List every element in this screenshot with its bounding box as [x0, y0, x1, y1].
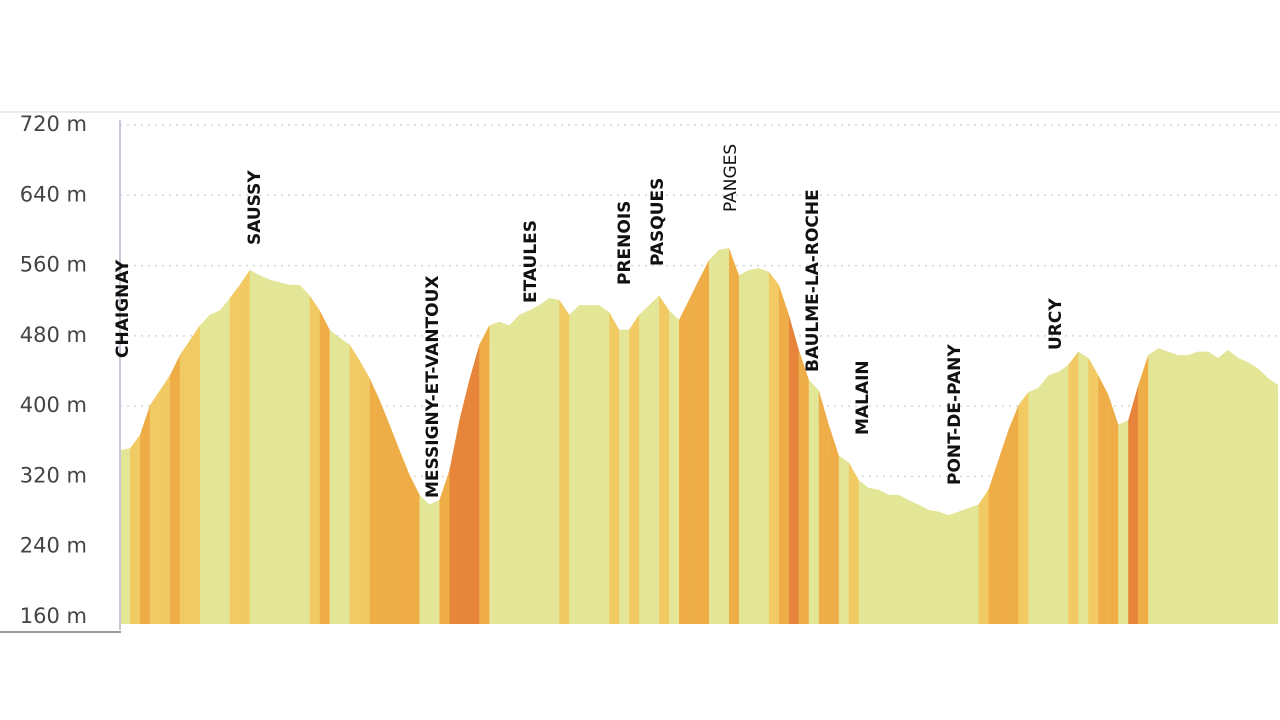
slope-segment — [189, 325, 200, 624]
slope-segment — [848, 462, 859, 624]
village-label: SAUSSY — [245, 170, 265, 245]
slope-segment — [409, 474, 420, 624]
slope-segment — [169, 355, 180, 624]
y-tick-label: 480 m — [20, 323, 87, 347]
y-tick-label: 240 m — [20, 534, 87, 558]
slope-segment — [129, 435, 140, 624]
slope-segment — [1098, 375, 1109, 624]
slope-segment — [728, 248, 739, 624]
village-label: BAULME-LA-ROCHE — [803, 189, 823, 372]
y-tick-label: 720 m — [20, 112, 87, 136]
slope-segment — [369, 378, 380, 624]
y-tick-label: 560 m — [20, 253, 87, 277]
slope-segment — [818, 390, 829, 624]
slope-segment — [359, 360, 370, 624]
village-label: PANGES — [721, 144, 741, 212]
village-label: URCY — [1046, 298, 1066, 350]
slope-segment — [629, 314, 640, 624]
slope-segment — [768, 271, 779, 624]
slope-segment — [679, 299, 690, 624]
slope-segment — [389, 424, 400, 624]
slope-segment — [559, 299, 570, 624]
slope-segment — [449, 420, 460, 624]
village-label: CHAIGNAY — [113, 259, 133, 358]
slope-segment — [319, 310, 330, 624]
slope-segment — [379, 399, 390, 624]
slope-segment — [778, 284, 789, 624]
slope-segment — [239, 269, 250, 624]
slope-segment — [1008, 405, 1019, 624]
slope-segment — [439, 470, 450, 624]
slope-segment — [1088, 357, 1099, 624]
slope-segment — [469, 344, 480, 624]
village-label: PASQUES — [648, 178, 668, 266]
slope-segment — [659, 295, 670, 624]
village-label: PONT-DE-PANY — [945, 344, 965, 485]
y-tick-label: 400 m — [20, 393, 87, 417]
village-label: PRENOIS — [615, 201, 635, 285]
slope-segment — [689, 279, 699, 624]
village-label: MESSIGNY-ET-VANTOUX — [423, 275, 443, 498]
slope-segment — [998, 429, 1009, 624]
slope-segment — [798, 349, 809, 624]
slope-segment — [1138, 355, 1149, 624]
y-tick-label: 640 m — [20, 182, 87, 206]
village-label: ETAULES — [521, 220, 541, 303]
village-label: MALAIN — [853, 360, 873, 435]
slope-segment — [699, 260, 709, 624]
y-tick-label: 160 m — [20, 604, 87, 628]
slope-segment — [139, 405, 150, 624]
slope-segment — [788, 314, 799, 624]
slope-segment — [149, 390, 160, 624]
slope-segment — [1108, 394, 1119, 624]
slope-segment — [988, 459, 999, 624]
slope-segment — [459, 379, 470, 624]
slope-segment — [978, 489, 989, 624]
slope-segment — [1128, 385, 1139, 624]
slope-segment — [399, 450, 410, 624]
slope-segment — [159, 375, 170, 624]
slope-segment — [1018, 392, 1029, 624]
y-tick-label: 320 m — [20, 463, 87, 487]
slope-segment — [1068, 351, 1079, 624]
slope-segment — [309, 295, 320, 624]
slope-segment — [609, 312, 620, 624]
slope-segment — [479, 325, 490, 624]
slope-segment — [179, 340, 190, 624]
slope-segment — [349, 344, 360, 624]
slope-segment — [229, 284, 240, 624]
plot: 160 m 240 m 320 m 400 m 480 m 560 m 640 m 720 m — [20, 112, 1280, 628]
slope-segment — [828, 424, 839, 624]
